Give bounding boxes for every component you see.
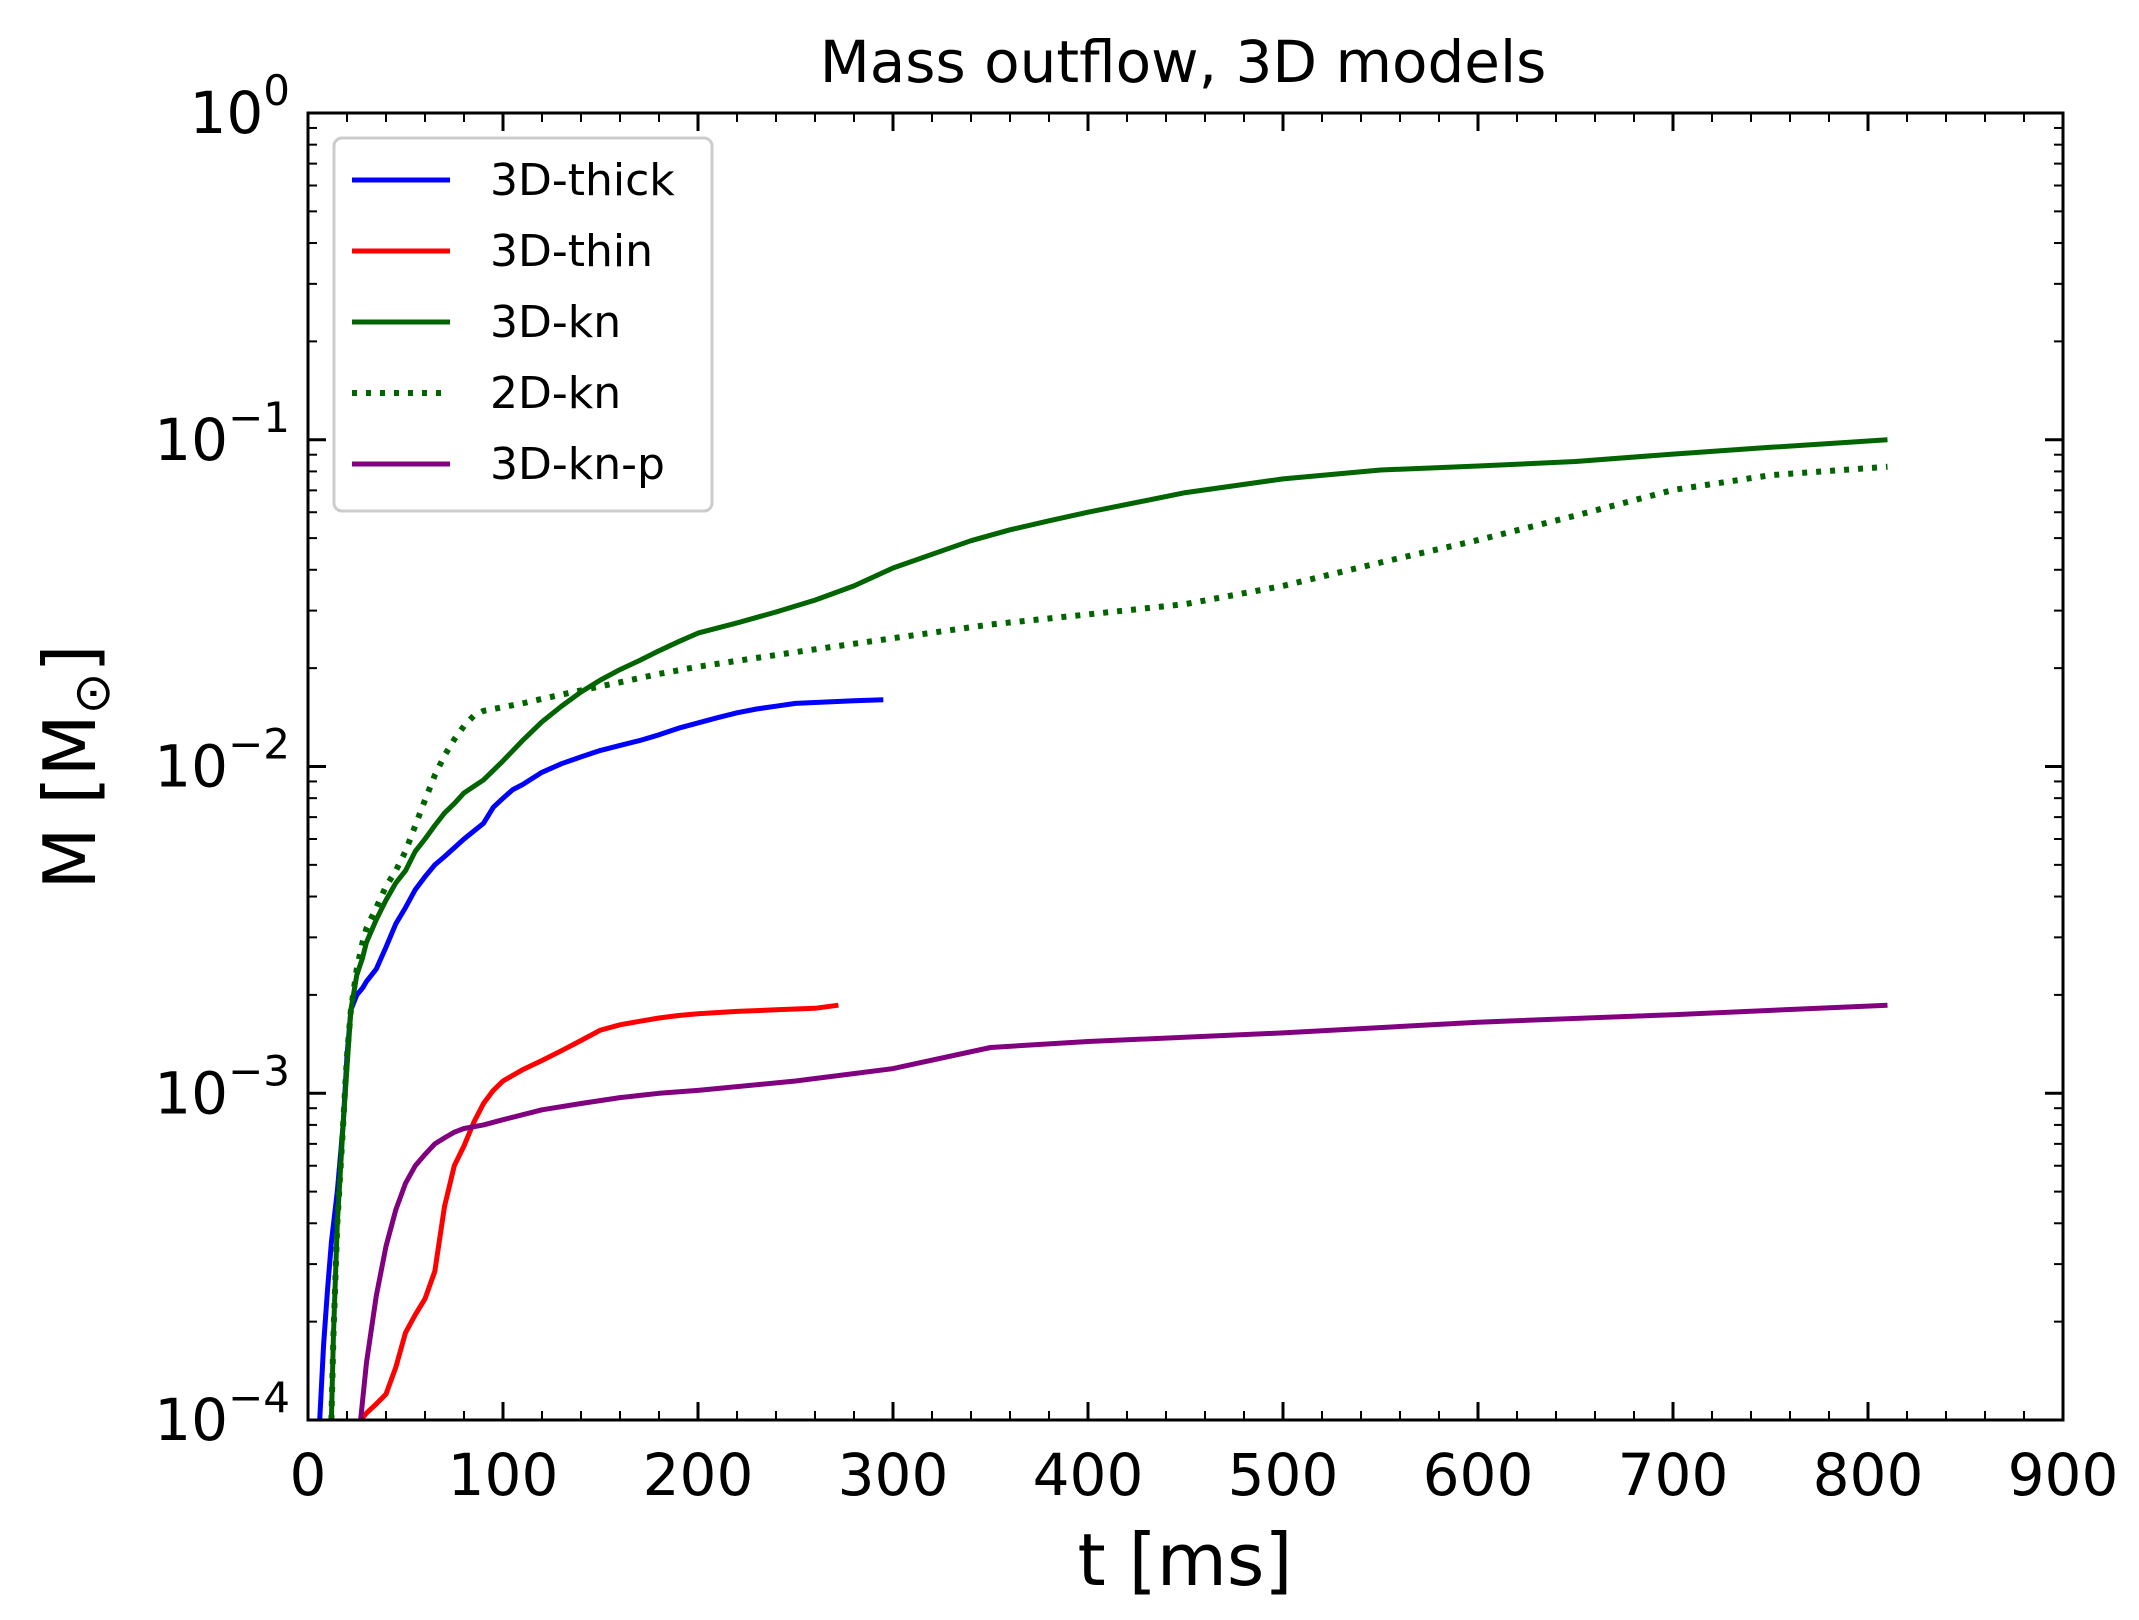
x-tick-label: 800: [1813, 1441, 1924, 1509]
legend-label: 3D-thin: [490, 226, 653, 277]
y-tick-label: 10−1: [154, 393, 290, 474]
x-tick-label: 700: [1618, 1441, 1729, 1509]
legend-label: 2D-kn: [490, 368, 621, 419]
series-group: [317, 437, 1888, 1420]
y-axis-label-main: M [M: [28, 714, 112, 889]
x-tick-label: 400: [1033, 1441, 1144, 1509]
y-axis-label: M [M⊙]: [28, 644, 121, 889]
y-tick-label: 10−4: [154, 1373, 290, 1454]
legend-box: [332, 136, 714, 513]
x-tick-label: 300: [838, 1441, 949, 1509]
legend-label: 3D-kn-p: [490, 439, 665, 490]
x-tick-label: 0: [290, 1441, 327, 1509]
chart-title: Mass outflow, 3D models: [820, 28, 1547, 96]
series-line-2d-kn: [328, 463, 1888, 1420]
x-tick-label: 600: [1423, 1441, 1534, 1509]
legend: 3D-thick 3D-thin 3D-kn 2D-kn 3D-kn-p: [332, 136, 714, 513]
legend-label: 3D-thick: [490, 155, 675, 206]
x-axis-label: t [ms]: [1078, 1518, 1293, 1602]
legend-label: 3D-kn: [490, 297, 621, 348]
x-tick-labels: 0 100 200 300 400 500 600 700 800 900: [290, 1441, 2119, 1509]
y-axis-label-end: ]: [28, 644, 112, 672]
series-line-3d-thin: [358, 1002, 839, 1420]
x-tick-label: 900: [2008, 1441, 2119, 1509]
x-tick-label: 200: [643, 1441, 754, 1509]
y-axis-label-sub: ⊙: [63, 672, 121, 714]
series-line-3d-kn: [328, 437, 1888, 1420]
x-tick-label: 100: [448, 1441, 559, 1509]
plot-frame: [306, 111, 2065, 1422]
y-tick-label: 10−3: [154, 1046, 290, 1127]
y-tick-labels: 100 10−1 10−2 10−3 10−4: [154, 66, 290, 1454]
series-line-3d-kn-p: [358, 1002, 1888, 1420]
x-tick-label: 500: [1228, 1441, 1339, 1509]
y-tick-label: 100: [189, 66, 290, 147]
y-tick-label: 10−2: [154, 720, 290, 801]
series-line-3d-thick: [317, 697, 884, 1420]
